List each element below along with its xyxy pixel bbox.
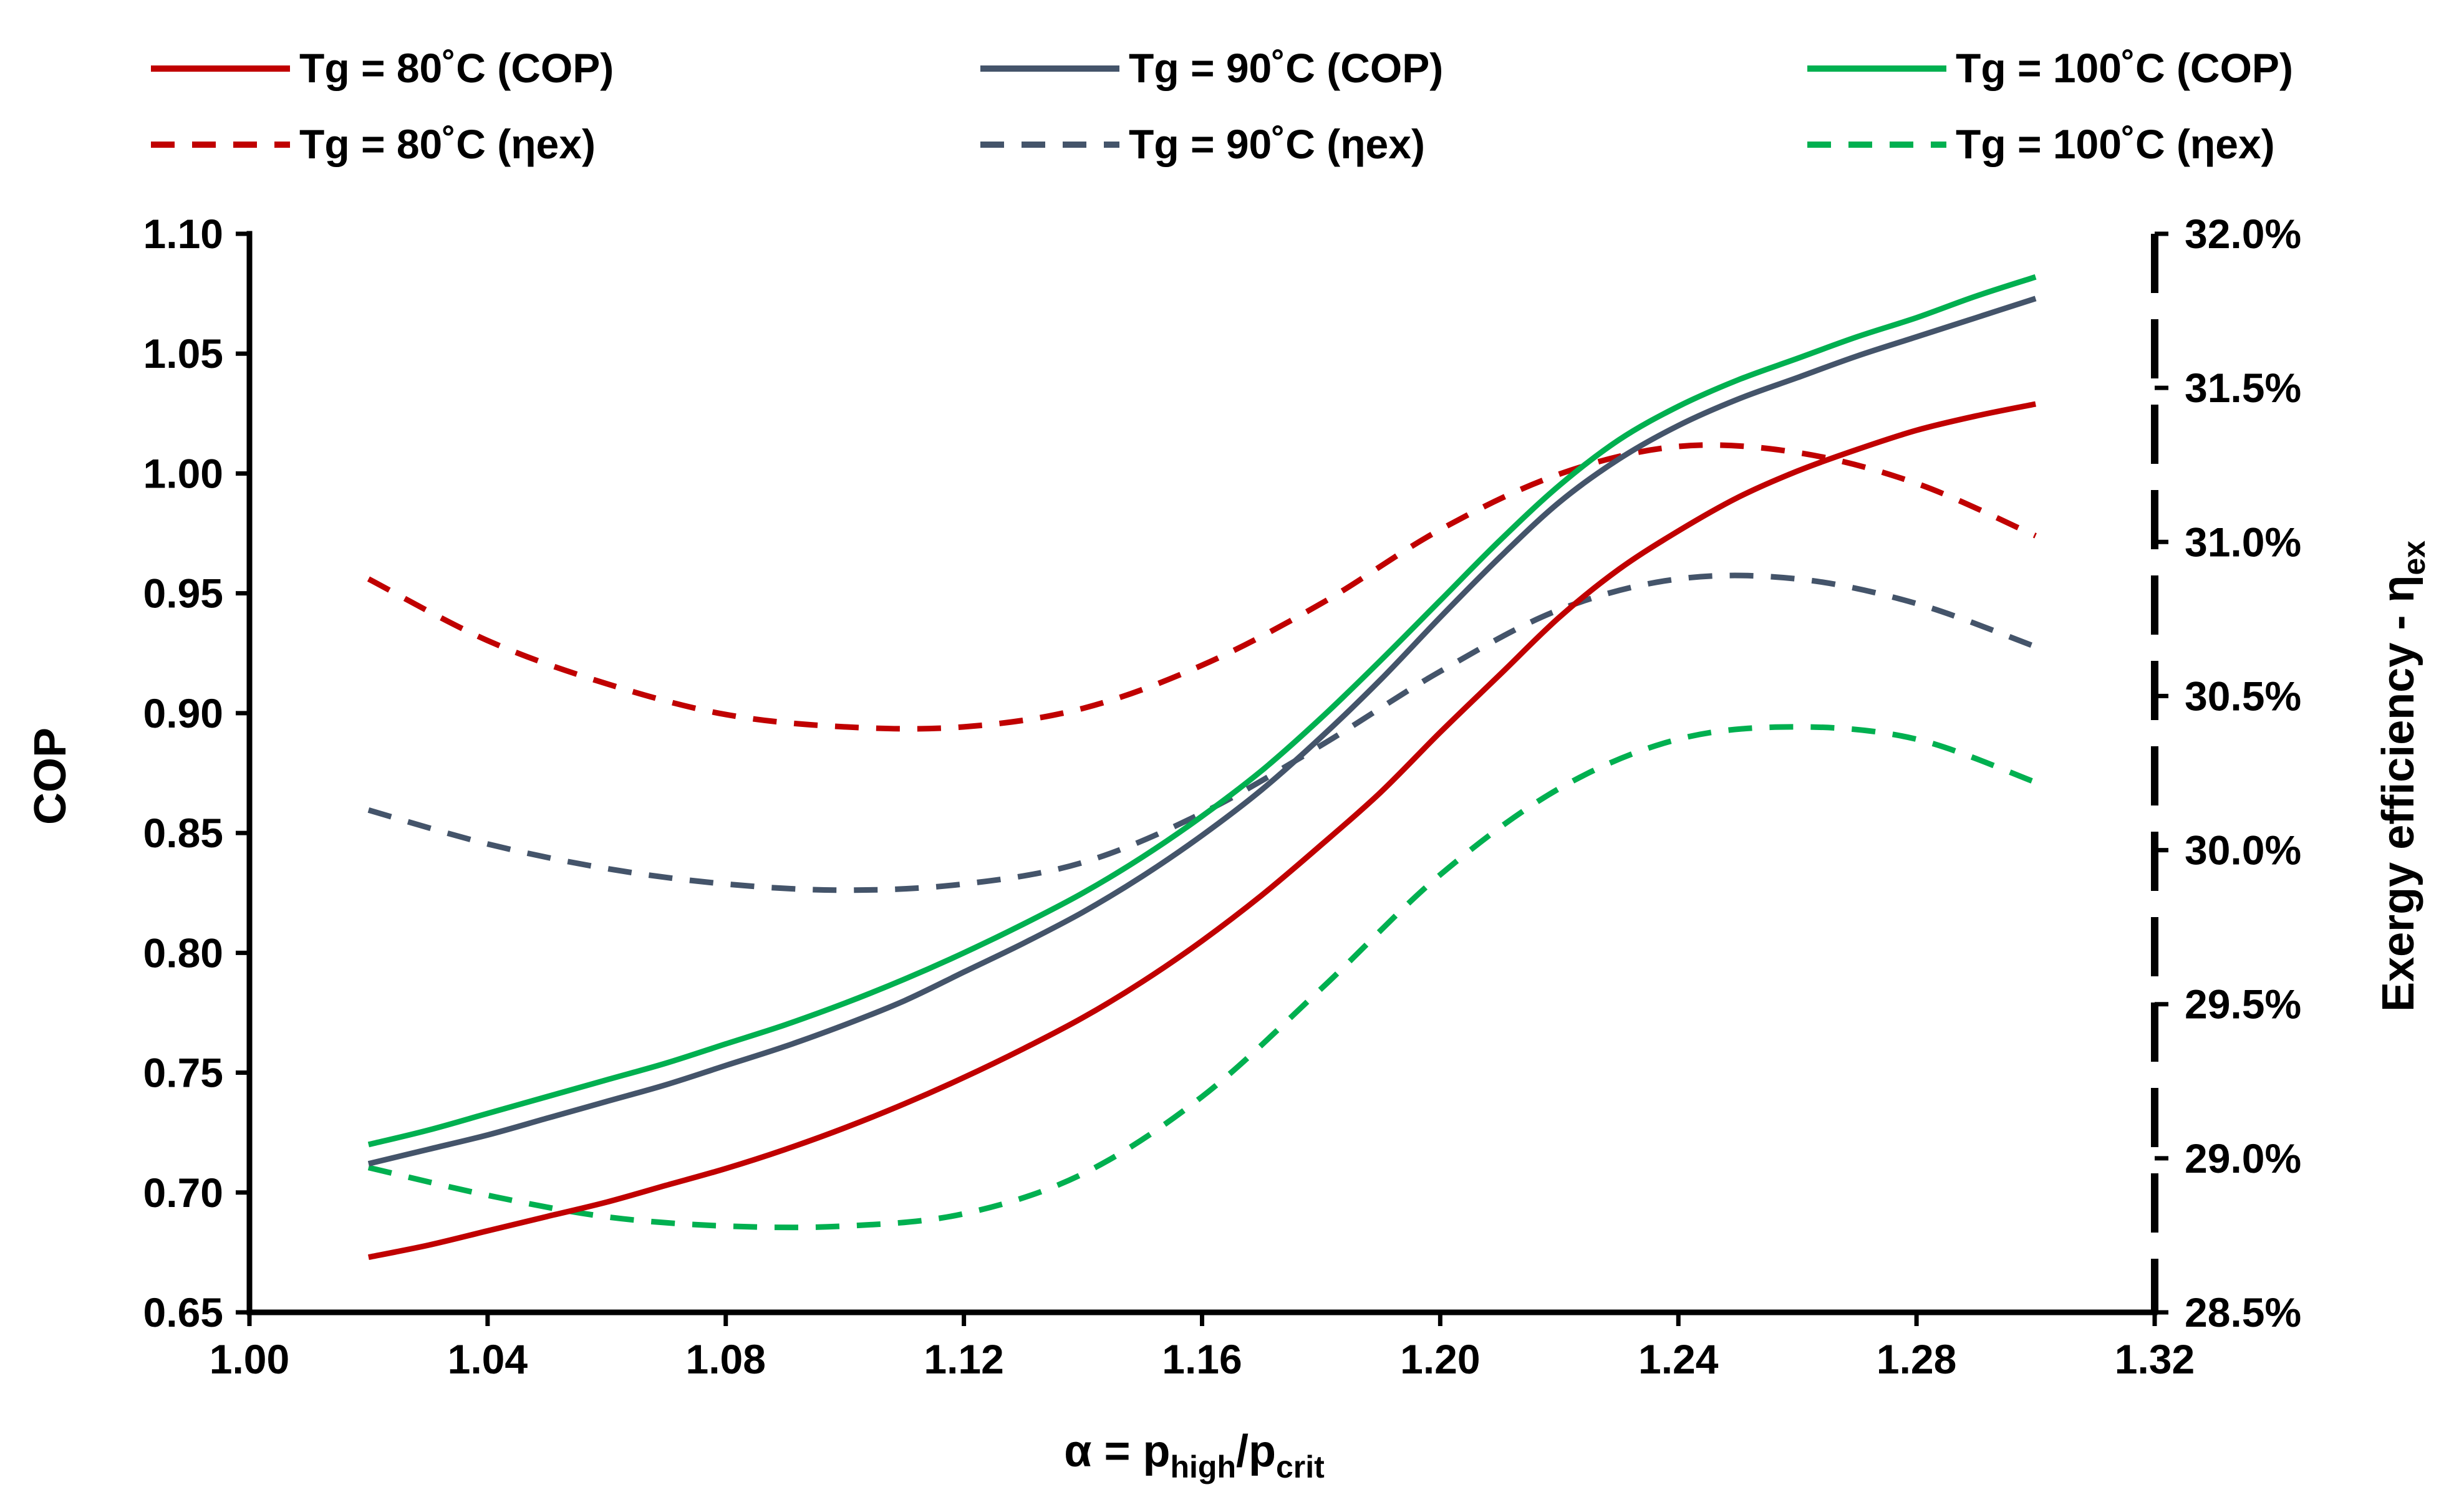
x-tick-label: 1.32 xyxy=(2115,1336,2195,1382)
y2-axis-ticks: 28.5% 29.0% 29.5% 30.0% 30.5% 31.0% 31.5% 32.0% xyxy=(2155,211,2301,1335)
y2-tick-label: 30.0% xyxy=(2185,827,2301,873)
y-tick-label: 1.05 xyxy=(143,330,223,377)
y2-tick-label: 30.5% xyxy=(2185,673,2301,719)
y-tick-label: 0.85 xyxy=(143,810,223,856)
x-tick-label: 1.00 xyxy=(210,1336,289,1382)
y-tick-label: 0.65 xyxy=(143,1289,223,1335)
x-tick-label: 1.12 xyxy=(924,1336,1003,1382)
y-tick-label: 0.75 xyxy=(143,1050,223,1096)
legend-label-1: Tg = 80˚C (COP) xyxy=(299,45,614,91)
series-line-2 xyxy=(367,296,2037,1166)
legend-label-4: Tg = 80˚C (ηex) xyxy=(299,121,596,167)
series-line-1 xyxy=(368,401,2036,1261)
y-tick-label: 1.10 xyxy=(143,211,223,257)
x-axis-ticks: 1.00 1.04 1.08 1.12 1.16 1.20 1.24 1.28 1.32 xyxy=(210,1312,2195,1382)
x-tick-label: 1.08 xyxy=(686,1336,766,1382)
y-tick-label: 0.90 xyxy=(143,690,223,736)
y2-tick-label: 32.0% xyxy=(2185,211,2301,257)
legend-label-6: Tg = 100˚C (ηex) xyxy=(1956,121,2275,167)
legend-label-3: Tg = 100˚C (COP) xyxy=(1956,45,2293,91)
y2-tick-label: 31.5% xyxy=(2185,365,2301,411)
x-tick-label: 1.16 xyxy=(1162,1336,1242,1382)
y-tick-label: 0.95 xyxy=(143,570,223,617)
y-tick-label: 0.80 xyxy=(143,930,223,976)
series-line-3 xyxy=(367,274,2037,1148)
x-tick-label: 1.04 xyxy=(448,1336,528,1382)
legend: Tg = 80˚C (COP) Tg = 90˚C (COP) Tg = 100˚C… xyxy=(151,45,2293,167)
x-tick-label: 1.24 xyxy=(1638,1336,1719,1382)
y2-tick-label: 28.5% xyxy=(2185,1289,2301,1335)
x-tick-label: 1.28 xyxy=(1877,1336,1956,1382)
series-line-4 xyxy=(367,442,2037,732)
y2-tick-label: 29.5% xyxy=(2185,981,2301,1027)
series-line-6 xyxy=(367,724,2037,1231)
x-axis-title: α = phigh/pcrit xyxy=(1064,1426,1325,1484)
y-tick-label: 0.70 xyxy=(143,1170,223,1216)
legend-label-2: Tg = 90˚C (COP) xyxy=(1129,45,1443,91)
y2-axis-title: Exergy efficiency - ηex xyxy=(2374,541,2432,1012)
y-axis-title: COP xyxy=(26,728,75,825)
plot-lines xyxy=(367,274,2037,1261)
y-tick-label: 1.00 xyxy=(143,450,223,496)
y2-tick-label: 31.0% xyxy=(2185,519,2301,565)
legend-label-5: Tg = 90˚C (ηex) xyxy=(1129,121,1425,167)
x-tick-label: 1.20 xyxy=(1400,1336,1480,1382)
y2-tick-label: 29.0% xyxy=(2185,1135,2301,1181)
y-axis-ticks: 0.65 0.70 0.75 0.80 0.85 0.90 0.95 1.00 1.05 1.10 xyxy=(143,211,249,1335)
